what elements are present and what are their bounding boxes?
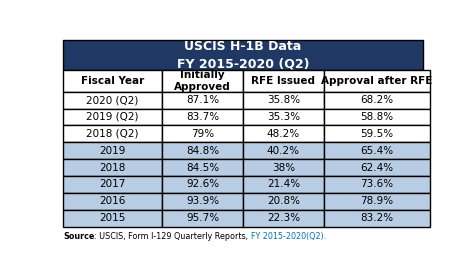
Bar xyxy=(324,142,430,159)
Text: 21.4%: 21.4% xyxy=(267,179,300,189)
Bar xyxy=(63,125,162,142)
Bar xyxy=(243,193,324,210)
Bar xyxy=(162,159,243,176)
Text: 78.9%: 78.9% xyxy=(360,196,393,206)
Text: 2019: 2019 xyxy=(100,146,126,156)
Text: 65.4%: 65.4% xyxy=(360,146,393,156)
Text: 35.8%: 35.8% xyxy=(267,95,300,105)
Bar xyxy=(63,70,162,92)
Text: 20.8%: 20.8% xyxy=(267,196,300,206)
Bar xyxy=(243,142,324,159)
Bar xyxy=(324,108,430,125)
Text: 83.2%: 83.2% xyxy=(360,213,393,223)
Bar xyxy=(243,159,324,176)
Text: 84.8%: 84.8% xyxy=(186,146,219,156)
Bar xyxy=(63,210,162,226)
Text: 59.5%: 59.5% xyxy=(360,129,393,139)
Text: 95.7%: 95.7% xyxy=(186,213,219,223)
Bar xyxy=(324,176,430,193)
Bar xyxy=(243,92,324,108)
Text: 2018 (Q2): 2018 (Q2) xyxy=(86,129,139,139)
Bar xyxy=(162,92,243,108)
Text: 68.2%: 68.2% xyxy=(360,95,393,105)
Bar xyxy=(324,70,430,92)
Text: : USCIS, Form I-129 Quarterly Reports,: : USCIS, Form I-129 Quarterly Reports, xyxy=(94,232,251,241)
Text: 35.3%: 35.3% xyxy=(267,112,300,122)
Bar xyxy=(243,125,324,142)
Text: 62.4%: 62.4% xyxy=(360,163,393,172)
Bar xyxy=(63,40,423,70)
Text: RFE Issued: RFE Issued xyxy=(251,76,315,86)
Text: 22.3%: 22.3% xyxy=(267,213,300,223)
Text: Fiscal Year: Fiscal Year xyxy=(81,76,144,86)
Bar xyxy=(243,108,324,125)
Text: 79%: 79% xyxy=(191,129,214,139)
Text: FY 2015-2020(Q2).: FY 2015-2020(Q2). xyxy=(251,232,326,241)
Text: 87.1%: 87.1% xyxy=(186,95,219,105)
Bar xyxy=(162,125,243,142)
Bar xyxy=(162,176,243,193)
Bar xyxy=(324,210,430,226)
Bar xyxy=(243,70,324,92)
Bar xyxy=(324,159,430,176)
Bar xyxy=(243,176,324,193)
Bar xyxy=(162,70,243,92)
Text: Approval after RFE: Approval after RFE xyxy=(321,76,433,86)
Text: 2017: 2017 xyxy=(100,179,126,189)
Bar xyxy=(243,210,324,226)
Text: 2015: 2015 xyxy=(100,213,126,223)
Text: 48.2%: 48.2% xyxy=(267,129,300,139)
Text: 40.2%: 40.2% xyxy=(267,146,300,156)
Text: 2019 (Q2): 2019 (Q2) xyxy=(86,112,139,122)
Text: 2020 (Q2): 2020 (Q2) xyxy=(86,95,139,105)
Bar xyxy=(63,108,162,125)
Bar xyxy=(63,193,162,210)
Bar xyxy=(162,210,243,226)
Text: 92.6%: 92.6% xyxy=(186,179,219,189)
Bar xyxy=(324,125,430,142)
Bar xyxy=(324,193,430,210)
Text: 73.6%: 73.6% xyxy=(360,179,393,189)
Bar xyxy=(162,108,243,125)
Bar xyxy=(324,92,430,108)
Text: 2016: 2016 xyxy=(100,196,126,206)
Text: 84.5%: 84.5% xyxy=(186,163,219,172)
Text: Initially
Approved: Initially Approved xyxy=(174,70,231,92)
Text: 58.8%: 58.8% xyxy=(360,112,393,122)
Bar xyxy=(63,176,162,193)
Text: Source: Source xyxy=(63,232,94,241)
Bar xyxy=(63,92,162,108)
Text: USCIS H-1B Data
FY 2015-2020 (Q2): USCIS H-1B Data FY 2015-2020 (Q2) xyxy=(177,40,309,71)
Text: 2018: 2018 xyxy=(100,163,126,172)
Bar xyxy=(63,159,162,176)
Bar xyxy=(162,193,243,210)
Text: 83.7%: 83.7% xyxy=(186,112,219,122)
Text: 93.9%: 93.9% xyxy=(186,196,219,206)
Bar xyxy=(162,142,243,159)
Text: 38%: 38% xyxy=(272,163,295,172)
Bar xyxy=(63,142,162,159)
